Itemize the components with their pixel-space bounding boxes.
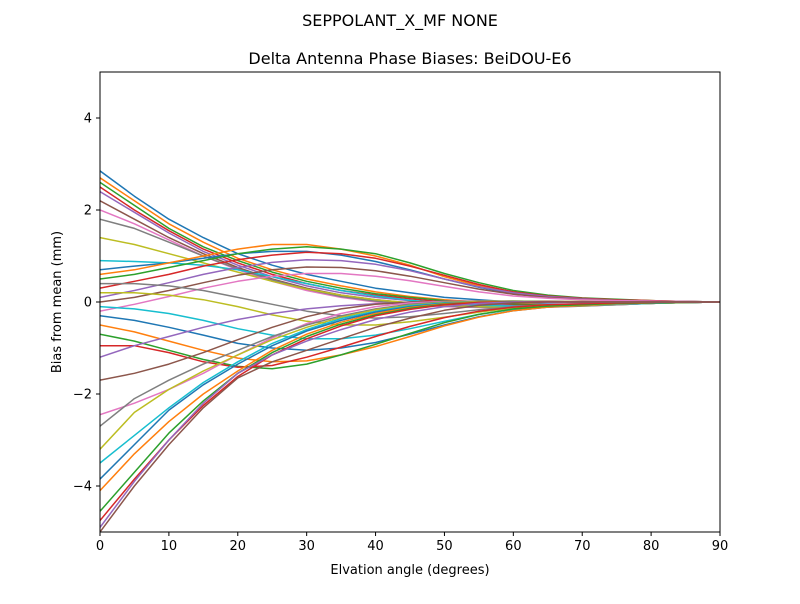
x-tick-label: 60	[505, 539, 522, 554]
y-tick-label: 2	[84, 204, 92, 219]
y-tick-label: −4	[73, 480, 92, 495]
y-axis-label: Bias from mean (mm)	[50, 231, 65, 373]
y-tick-label: 4	[84, 112, 92, 127]
chart-title: Delta Antenna Phase Biases: BeiDOU-E6	[248, 49, 571, 68]
series-line-17	[100, 272, 720, 312]
x-tick-label: 30	[298, 539, 315, 554]
x-tick-label: 90	[712, 539, 729, 554]
series-line-24	[100, 301, 720, 369]
chart-suptitle: SEPPOLANT_X_MF NONE	[302, 11, 498, 31]
x-tick-label: 70	[574, 539, 591, 554]
x-tick-label: 20	[230, 539, 247, 554]
x-tick-label: 80	[643, 539, 660, 554]
y-tick-label: −2	[73, 388, 92, 403]
x-axis: 0 10 20 30 40 50 60 70 80 90	[96, 532, 728, 554]
x-axis-label: Elvation angle (degrees)	[330, 563, 489, 578]
x-tick-label: 40	[367, 539, 384, 554]
x-tick-label: 0	[96, 539, 104, 554]
y-axis: −4 −2 0 2 4	[73, 112, 100, 495]
x-tick-label: 50	[436, 539, 453, 554]
x-tick-label: 10	[161, 539, 178, 554]
series-line-36	[100, 301, 720, 532]
series-layer	[100, 170, 720, 532]
y-tick-label: 0	[84, 296, 92, 311]
